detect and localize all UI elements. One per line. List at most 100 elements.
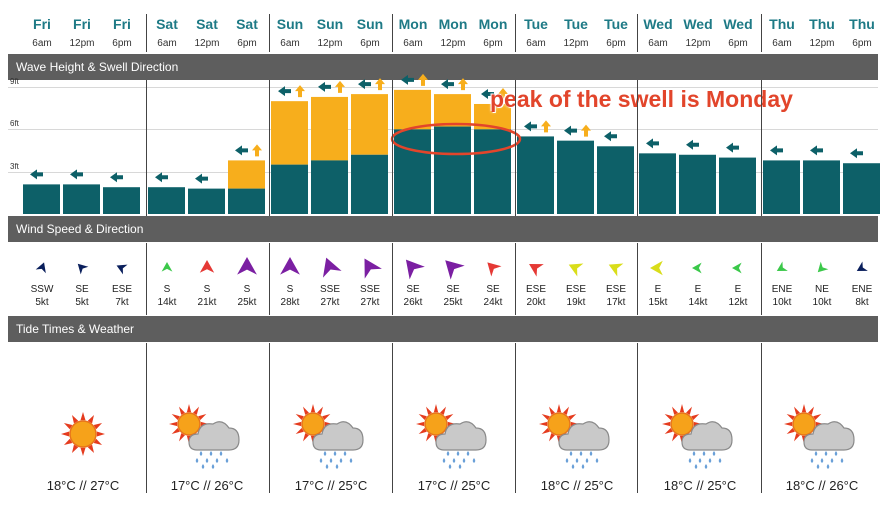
swell-height-bar[interactable] (679, 154, 716, 214)
swell-height-bar[interactable] (517, 136, 554, 214)
day-separator (269, 14, 270, 52)
swell-height-bar[interactable] (351, 154, 388, 214)
wind-direction-arrow-icon (568, 263, 584, 277)
swell-direction-arrow-icon (850, 148, 863, 159)
swell-height-bar[interactable] (474, 129, 511, 214)
wind-direction-label: SSE (359, 284, 380, 295)
day-label[interactable]: Thu (769, 16, 795, 32)
day-label[interactable]: Sat (196, 16, 218, 32)
wind-direction-label: ESE (111, 284, 132, 295)
wind-direction-label: SE (486, 284, 500, 295)
day-label[interactable]: Sat (156, 16, 178, 32)
wind-direction-arrow-icon (322, 257, 342, 278)
wave-direction-arrow-icon (418, 73, 428, 86)
day-label[interactable]: Tue (524, 16, 548, 32)
sun-cloud-rain-icon (169, 404, 240, 469)
day-label[interactable]: Tue (564, 16, 588, 32)
day-separator (269, 243, 270, 315)
wind-direction-label: SE (406, 284, 420, 295)
wind-direction-arrow-icon (199, 260, 215, 273)
day-label[interactable]: Tue (604, 16, 628, 32)
swell-height-bar[interactable] (103, 187, 140, 214)
swell-height-bar[interactable] (639, 153, 676, 214)
wind-direction-arrow-icon (487, 262, 502, 277)
swell-height-bar[interactable] (271, 164, 308, 214)
wind-direction-arrow-icon (364, 258, 382, 279)
swell-height-bar[interactable] (394, 129, 431, 214)
wave-height-bar[interactable] (434, 94, 471, 127)
wind-speed-label: 14kt (157, 297, 177, 308)
day-separator (392, 243, 393, 315)
wave-height-bar[interactable] (351, 94, 388, 155)
time-label: 12pm (440, 38, 466, 49)
swell-height-bar[interactable] (148, 187, 185, 214)
swell-direction-arrow-icon (686, 139, 699, 150)
day-label[interactable]: Mon (438, 16, 468, 32)
swell-height-bar[interactable] (228, 188, 265, 214)
day-label[interactable]: Mon (478, 16, 508, 32)
wave-height-bar[interactable] (394, 89, 431, 130)
wind-speed-label: 26kt (403, 297, 423, 308)
swell-direction-arrow-icon (524, 121, 537, 132)
temperature-range: 18°C // 26°C (785, 478, 859, 493)
day-separator (761, 80, 762, 216)
swell-height-bar[interactable] (719, 157, 756, 214)
swell-height-bar[interactable] (311, 160, 348, 214)
swell-height-bar[interactable] (63, 184, 100, 214)
wave-height-bar[interactable] (228, 160, 265, 189)
wave-direction-arrow-icon (252, 144, 262, 157)
wave-gridline (8, 87, 878, 88)
wind-direction-label: ESE (525, 284, 546, 295)
day-separator (146, 243, 147, 315)
swell-height-bar[interactable] (434, 126, 471, 214)
day-separator (761, 14, 762, 52)
time-label: 6am (157, 38, 177, 49)
swell-height-bar[interactable] (763, 160, 800, 214)
day-label[interactable]: Fri (113, 16, 131, 32)
swell-direction-arrow-icon (770, 145, 783, 156)
day-separator (269, 343, 270, 493)
swell-height-bar[interactable] (557, 140, 594, 214)
wind-speed-label: 25kt (237, 297, 257, 308)
wind-direction-label: S (163, 284, 171, 295)
day-separator (761, 343, 762, 493)
swell-direction-arrow-icon (195, 173, 208, 184)
day-label[interactable]: Thu (849, 16, 875, 32)
day-label[interactable]: Fri (73, 16, 91, 32)
wave-height-bar[interactable] (311, 96, 348, 161)
day-label[interactable]: Sat (236, 16, 258, 32)
day-label[interactable]: Sun (276, 16, 304, 32)
wave-height-bar[interactable] (271, 101, 308, 165)
day-label[interactable]: Thu (809, 16, 835, 32)
wind-section-header[interactable]: Wind Speed & Direction (8, 216, 878, 242)
wind-direction-arrow-icon (237, 257, 257, 275)
day-label[interactable]: Wed (723, 16, 753, 32)
wind-speed-label: 8kt (855, 297, 869, 308)
day-label[interactable]: Sun (316, 16, 344, 32)
wave-direction-arrow-icon (458, 78, 468, 91)
swell-height-bar[interactable] (188, 188, 225, 214)
wind-direction-arrow-icon (650, 260, 663, 276)
swell-direction-arrow-icon (604, 131, 617, 142)
day-label[interactable]: Wed (683, 16, 713, 32)
swell-height-bar[interactable] (803, 160, 840, 214)
time-label: 12pm (563, 38, 589, 49)
sun-cloud-rain-icon (416, 404, 487, 469)
swell-height-bar[interactable] (23, 184, 60, 214)
wind-speed-label: 28kt (280, 297, 300, 308)
day-label[interactable]: Fri (33, 16, 51, 32)
tide-section-header[interactable]: Tide Times & Weather (8, 316, 878, 342)
wave-section-header[interactable]: Wave Height & Swell Direction (8, 54, 878, 80)
day-label[interactable]: Wed (643, 16, 673, 32)
swell-direction-arrow-icon (726, 142, 739, 153)
swell-height-bar[interactable] (597, 146, 634, 214)
wind-speed-label: 19kt (566, 297, 586, 308)
sun-cloud-rain-icon (539, 404, 610, 469)
temperature-range: 17°C // 25°C (294, 478, 368, 493)
day-label[interactable]: Mon (398, 16, 428, 32)
swell-height-bar[interactable] (843, 163, 880, 214)
day-label[interactable]: Sun (356, 16, 384, 32)
time-label: 6pm (360, 38, 380, 49)
wind-direction-arrow-icon (161, 262, 173, 272)
